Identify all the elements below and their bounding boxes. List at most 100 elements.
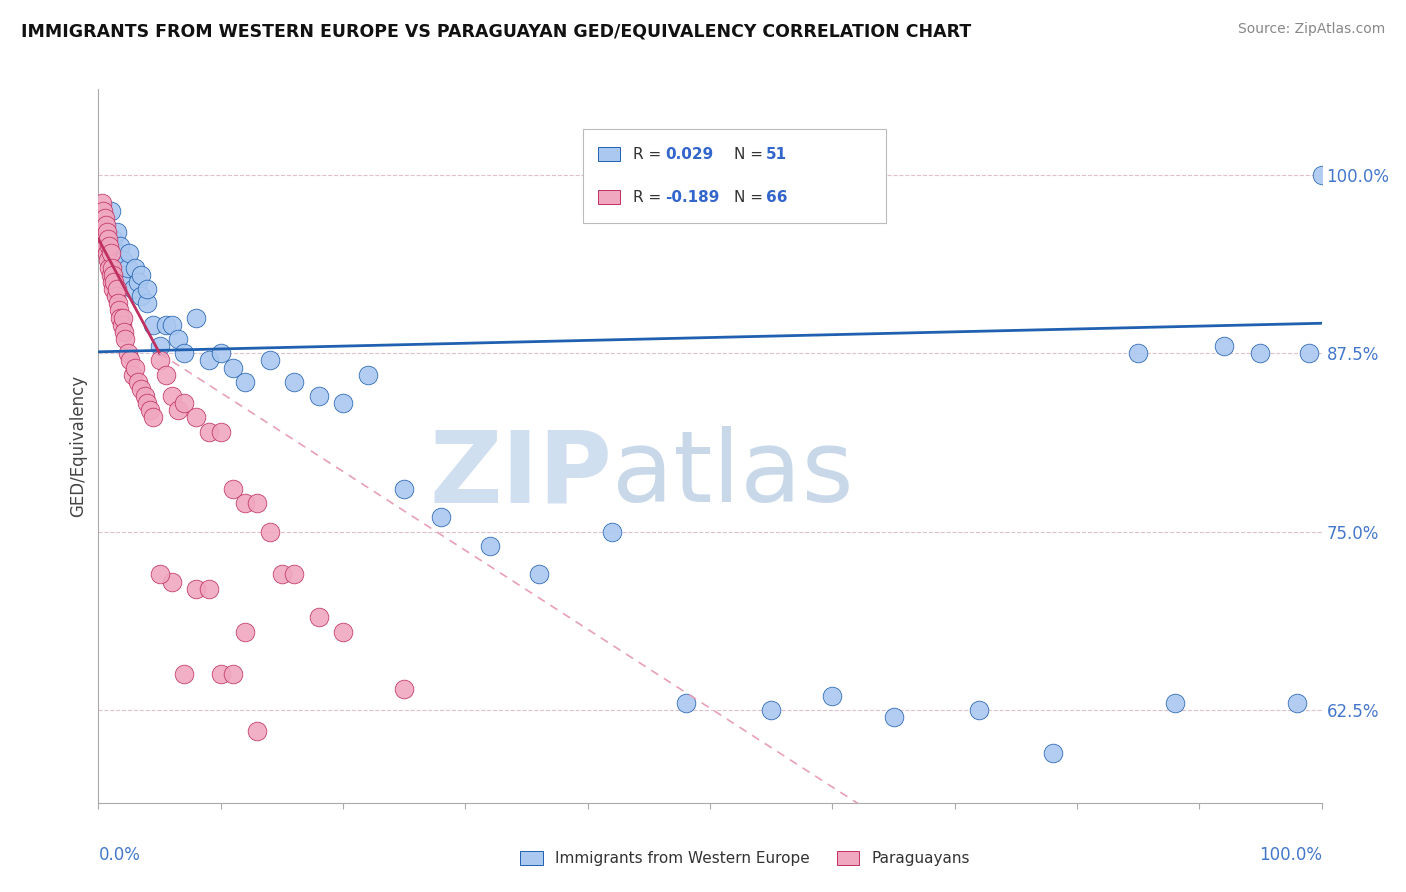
Point bbox=[283, 375, 305, 389]
Point bbox=[149, 339, 172, 353]
Point bbox=[93, 218, 115, 232]
Point bbox=[129, 289, 152, 303]
Point bbox=[149, 567, 172, 582]
Text: 51: 51 bbox=[766, 147, 787, 161]
Point bbox=[100, 203, 122, 218]
Point bbox=[173, 346, 195, 360]
Text: -0.189: -0.189 bbox=[665, 190, 720, 204]
Point bbox=[308, 610, 330, 624]
Point bbox=[392, 482, 416, 496]
Point bbox=[121, 368, 143, 382]
Point bbox=[160, 574, 183, 589]
Point bbox=[233, 375, 256, 389]
Point bbox=[1164, 696, 1187, 710]
Point bbox=[233, 624, 256, 639]
Text: 0.0%: 0.0% bbox=[98, 846, 141, 863]
Point bbox=[197, 582, 219, 596]
Point bbox=[430, 510, 453, 524]
Point bbox=[356, 368, 378, 382]
Point bbox=[91, 225, 114, 239]
Point bbox=[246, 724, 269, 739]
Point bbox=[270, 567, 294, 582]
Point bbox=[110, 310, 132, 325]
Point bbox=[173, 396, 195, 410]
Y-axis label: GED/Equivalency: GED/Equivalency bbox=[69, 375, 87, 517]
Point bbox=[167, 403, 190, 417]
Point bbox=[97, 253, 120, 268]
Point bbox=[1249, 346, 1271, 360]
Text: Source: ZipAtlas.com: Source: ZipAtlas.com bbox=[1237, 22, 1385, 37]
Text: R =: R = bbox=[633, 147, 666, 161]
Point bbox=[222, 360, 245, 375]
Point bbox=[101, 260, 124, 275]
Point bbox=[96, 225, 118, 239]
Point bbox=[308, 389, 330, 403]
Point bbox=[761, 703, 783, 717]
Point bbox=[197, 353, 219, 368]
Point bbox=[283, 567, 305, 582]
Point bbox=[209, 425, 232, 439]
Point bbox=[120, 353, 142, 368]
Point bbox=[96, 246, 118, 260]
Point bbox=[967, 703, 990, 717]
Point bbox=[259, 353, 281, 368]
Point bbox=[117, 260, 139, 275]
Point bbox=[222, 667, 245, 681]
Point bbox=[139, 403, 162, 417]
Point bbox=[94, 239, 117, 253]
Point bbox=[136, 296, 159, 310]
Point bbox=[821, 689, 844, 703]
Point bbox=[1212, 339, 1234, 353]
Point bbox=[149, 353, 172, 368]
Point bbox=[100, 268, 122, 282]
Point bbox=[392, 681, 416, 696]
Point bbox=[142, 318, 165, 332]
Point bbox=[124, 260, 146, 275]
Point bbox=[1298, 346, 1320, 360]
Point bbox=[101, 282, 124, 296]
Point bbox=[111, 310, 134, 325]
Text: atlas: atlas bbox=[612, 426, 853, 523]
Point bbox=[110, 239, 132, 253]
Point bbox=[101, 275, 124, 289]
Point bbox=[259, 524, 281, 539]
Point bbox=[129, 382, 152, 396]
Point bbox=[98, 239, 121, 253]
Point bbox=[100, 246, 122, 260]
Point bbox=[103, 275, 125, 289]
Point bbox=[104, 289, 127, 303]
Point bbox=[332, 624, 354, 639]
Text: 0.029: 0.029 bbox=[665, 147, 713, 161]
Point bbox=[478, 539, 501, 553]
Text: Immigrants from Western Europe: Immigrants from Western Europe bbox=[555, 851, 810, 865]
Point bbox=[186, 410, 208, 425]
Point bbox=[222, 482, 245, 496]
Point bbox=[173, 667, 195, 681]
Point bbox=[883, 710, 905, 724]
Point bbox=[209, 346, 232, 360]
Point bbox=[142, 410, 165, 425]
Point bbox=[114, 332, 136, 346]
Text: 100.0%: 100.0% bbox=[1258, 846, 1322, 863]
Text: N =: N = bbox=[734, 147, 768, 161]
Point bbox=[121, 282, 143, 296]
Point bbox=[98, 260, 121, 275]
Point bbox=[101, 268, 124, 282]
Point bbox=[105, 282, 128, 296]
Point bbox=[134, 389, 156, 403]
Text: IMMIGRANTS FROM WESTERN EUROPE VS PARAGUAYAN GED/EQUIVALENCY CORRELATION CHART: IMMIGRANTS FROM WESTERN EUROPE VS PARAGU… bbox=[21, 22, 972, 40]
Point bbox=[111, 253, 134, 268]
Point bbox=[97, 232, 120, 246]
Point bbox=[209, 667, 232, 681]
Point bbox=[101, 232, 124, 246]
Point bbox=[197, 425, 219, 439]
Point bbox=[155, 318, 177, 332]
Point bbox=[675, 696, 697, 710]
Point bbox=[186, 310, 208, 325]
Point bbox=[167, 332, 190, 346]
Point bbox=[105, 246, 128, 260]
Point bbox=[93, 232, 115, 246]
Point bbox=[160, 318, 183, 332]
Point bbox=[246, 496, 269, 510]
Point bbox=[108, 303, 131, 318]
